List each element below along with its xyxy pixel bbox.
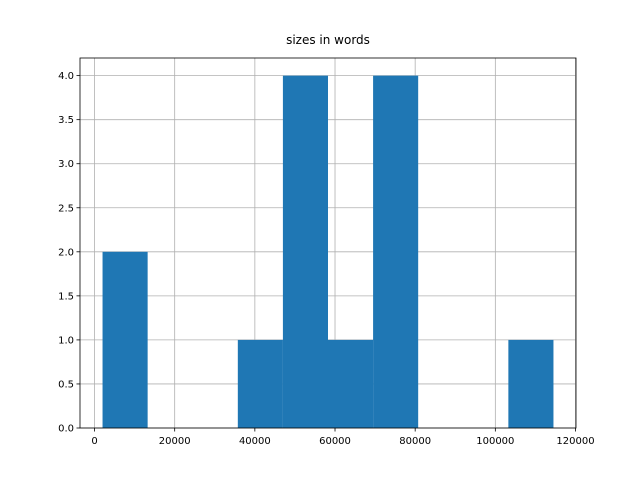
y-tick-label: 3.0 <box>58 159 74 170</box>
bar <box>282 75 328 428</box>
bar <box>102 251 148 428</box>
y-tick-label: 0.0 <box>58 424 74 435</box>
y-tick-label: 2.5 <box>58 203 74 214</box>
bar <box>373 75 419 428</box>
y-tick-label: 2.0 <box>58 247 74 258</box>
bar <box>237 339 283 428</box>
y-tick-label: 0.5 <box>58 379 74 390</box>
chart-title: sizes in words <box>286 33 370 47</box>
x-tick-label: 100000 <box>476 436 514 447</box>
y-tick-label: 4.0 <box>58 71 74 82</box>
y-tick-label: 1.0 <box>58 335 74 346</box>
y-tick-label: 1.5 <box>58 291 74 302</box>
y-tick-label: 3.5 <box>58 115 74 126</box>
x-tick-label: 0 <box>91 436 97 447</box>
plot-frame <box>79 57 577 429</box>
x-tick-label: 60000 <box>319 436 351 447</box>
x-tick-label: 80000 <box>399 436 431 447</box>
x-tick-label: 40000 <box>239 436 271 447</box>
bar <box>508 339 554 428</box>
x-tick-label: 20000 <box>159 436 191 447</box>
bar <box>328 339 374 428</box>
x-tick-label: 120000 <box>556 436 594 447</box>
